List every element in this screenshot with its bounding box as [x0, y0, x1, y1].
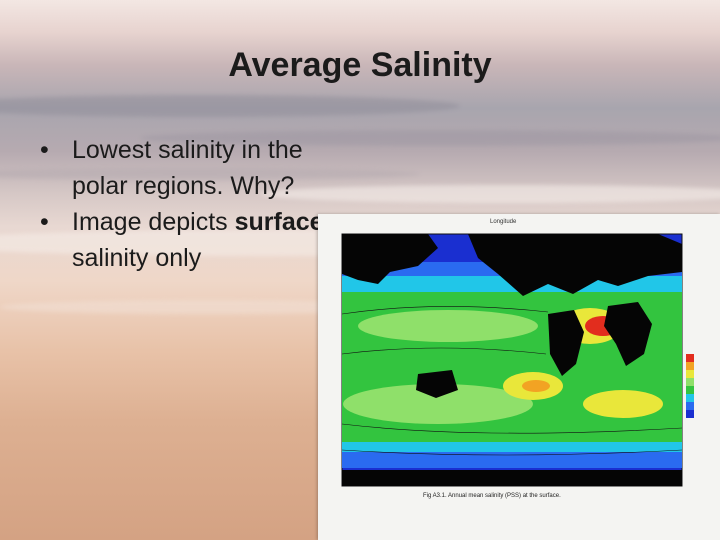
- legend-swatch: [686, 394, 694, 402]
- salinity-map-figure: Longitude: [318, 214, 720, 540]
- contour-line: [341, 449, 683, 456]
- legend-swatch: [686, 370, 694, 378]
- map-header-label: Longitude: [490, 219, 517, 225]
- bullet-marker: •: [40, 208, 49, 236]
- contour-line: [341, 347, 547, 355]
- salinity-zone-south-pacific: [343, 384, 533, 424]
- bullet-list: • Lowest salinity in the polar regions. …: [38, 132, 328, 276]
- bullet-marker: •: [40, 136, 49, 164]
- salinity-map: [341, 233, 694, 487]
- map-caption: Fig A3.1. Annual mean salinity (PSS) at …: [423, 493, 561, 499]
- legend-swatch: [686, 362, 694, 370]
- wave-streak: [0, 168, 420, 180]
- landmass-north-america: [342, 234, 438, 284]
- wave-streak: [140, 130, 720, 146]
- wave-foam: [0, 300, 420, 314]
- landmass-australia: [416, 370, 458, 398]
- bullet-item: • Lowest salinity in the polar regions. …: [38, 132, 328, 204]
- wave-foam: [260, 185, 720, 203]
- salinity-zone-south-pacific-peak: [522, 380, 550, 392]
- legend-swatch: [686, 354, 694, 362]
- wave-streak: [0, 95, 460, 117]
- legend-swatch: [686, 378, 694, 386]
- salinity-zone-indian: [583, 390, 663, 418]
- bullet-item: • Image depicts surface salinity only: [38, 204, 328, 276]
- bullet-text: Lowest salinity in the polar regions. Wh…: [72, 136, 303, 200]
- contour-line: [341, 306, 549, 315]
- bullet-text-pre: Image depicts: [72, 208, 235, 236]
- legend-swatch: [686, 402, 694, 410]
- contour-line: [341, 423, 683, 434]
- legend-swatch: [686, 410, 694, 418]
- bullet-text-post: salinity only: [72, 244, 202, 272]
- landmass-africa: [604, 302, 652, 366]
- slide-title: Average Salinity: [228, 46, 492, 84]
- landmass-antarctica: [342, 470, 682, 486]
- landmass-eurasia: [468, 234, 682, 296]
- legend-swatch: [686, 386, 694, 394]
- salinity-zone-north-pacific: [358, 310, 538, 342]
- landmass-south-america: [548, 310, 584, 376]
- bullet-text-emphasis: surface: [234, 208, 324, 236]
